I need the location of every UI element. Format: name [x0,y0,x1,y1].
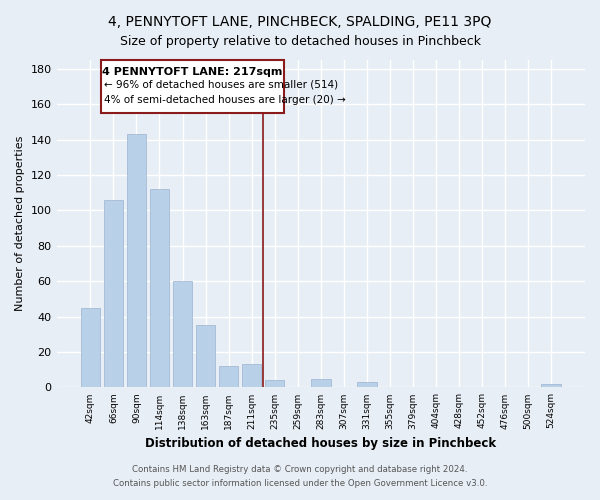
Bar [541,384,561,388]
Bar [104,200,123,388]
Bar [219,366,238,388]
Text: Contains HM Land Registry data © Crown copyright and database right 2024.
Contai: Contains HM Land Registry data © Crown c… [113,466,487,487]
Text: 4 PENNYTOFT LANE: 217sqm: 4 PENNYTOFT LANE: 217sqm [102,67,283,77]
Text: Size of property relative to detached houses in Pinchbeck: Size of property relative to detached ho… [119,35,481,48]
Bar [149,189,169,388]
Bar [173,281,193,388]
Bar [127,134,146,388]
Bar [357,382,377,388]
FancyBboxPatch shape [101,60,284,113]
Bar [265,380,284,388]
Text: 4% of semi-detached houses are larger (20) →: 4% of semi-detached houses are larger (2… [104,96,346,106]
Text: 4, PENNYTOFT LANE, PINCHBECK, SPALDING, PE11 3PQ: 4, PENNYTOFT LANE, PINCHBECK, SPALDING, … [109,15,491,29]
X-axis label: Distribution of detached houses by size in Pinchbeck: Distribution of detached houses by size … [145,437,496,450]
Y-axis label: Number of detached properties: Number of detached properties [15,136,25,312]
Bar [311,378,331,388]
Bar [80,308,100,388]
Text: ← 96% of detached houses are smaller (514): ← 96% of detached houses are smaller (51… [104,80,338,90]
Bar [242,364,262,388]
Bar [196,326,215,388]
